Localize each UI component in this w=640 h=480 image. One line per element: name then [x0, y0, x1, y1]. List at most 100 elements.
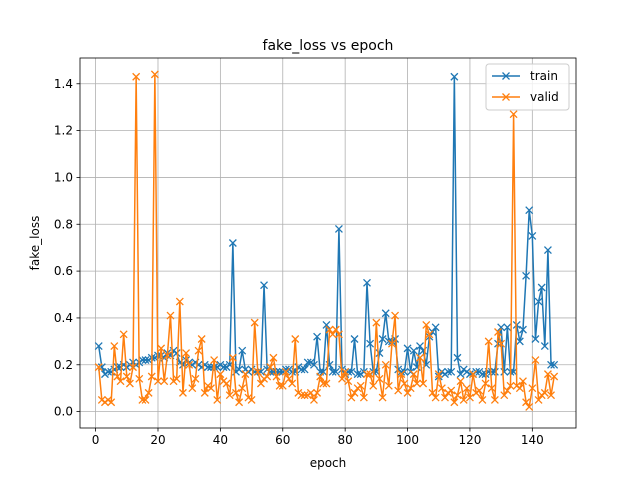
data-point [238, 346, 247, 355]
data-point [353, 370, 362, 379]
data-point [291, 335, 300, 343]
data-point [431, 393, 440, 402]
data-point [160, 377, 169, 386]
data-point [416, 342, 424, 350]
x-tick-label: 20 [150, 433, 165, 447]
data-point [110, 342, 119, 350]
data-point [422, 321, 431, 329]
data-point [341, 367, 350, 376]
data-point [519, 377, 527, 386]
data-point [228, 239, 237, 247]
data-point [531, 335, 540, 343]
data-point [459, 395, 468, 404]
x-tick-label: 100 [396, 433, 419, 447]
data-point [288, 379, 297, 388]
data-point [225, 391, 234, 400]
data-point [222, 379, 231, 388]
data-point [534, 395, 543, 404]
data-point [478, 395, 487, 404]
data-point [207, 384, 215, 393]
data-point [375, 349, 384, 358]
legend-entry-valid: valid [492, 90, 559, 104]
data-point [347, 393, 356, 402]
data-point [522, 398, 531, 407]
data-point [310, 360, 318, 369]
data-point [113, 363, 122, 372]
data-point [434, 370, 443, 379]
data-point [213, 395, 222, 404]
data-point [232, 388, 240, 397]
data-point [419, 379, 428, 388]
y-tick-label: 0.4 [54, 311, 73, 325]
data-point [528, 232, 537, 240]
data-point [409, 370, 418, 379]
data-point [263, 372, 272, 381]
x-tick-label: 60 [275, 433, 290, 447]
data-point [285, 374, 293, 383]
data-point [328, 367, 337, 376]
data-point [107, 398, 116, 407]
data-point [450, 398, 459, 407]
data-point [500, 367, 509, 376]
x-tick-label: 80 [338, 433, 353, 447]
legend-label: train [530, 69, 558, 83]
data-point [188, 384, 197, 393]
x-tick-label: 0 [92, 433, 100, 447]
data-point [431, 323, 440, 332]
data-point [119, 330, 128, 339]
data-point [138, 356, 147, 365]
data-point [441, 393, 449, 402]
data-point [409, 346, 418, 355]
data-point [384, 381, 393, 390]
data-point [94, 342, 103, 350]
data-point [506, 381, 515, 390]
data-point [550, 372, 559, 381]
data-point [132, 72, 141, 81]
data-point [250, 318, 259, 327]
data-point [275, 381, 284, 390]
data-point [450, 72, 459, 81]
data-point [369, 381, 378, 390]
data-point [300, 365, 309, 374]
data-point [256, 379, 265, 388]
data-point [537, 283, 546, 292]
data-point [129, 363, 137, 372]
data-point [447, 367, 456, 376]
data-point [334, 224, 343, 233]
data-point [166, 311, 175, 320]
data-point [281, 365, 290, 374]
data-point [253, 367, 262, 376]
data-point [487, 384, 496, 393]
y-axis-label: fake_loss [28, 216, 42, 271]
data-point [313, 388, 322, 397]
data-point [310, 395, 318, 404]
legend-marker [502, 93, 510, 101]
y-tick-label: 0.6 [54, 264, 73, 278]
data-point [456, 377, 465, 386]
data-point [322, 321, 331, 329]
data-point [313, 332, 322, 341]
series-layer [94, 70, 559, 411]
data-point [540, 388, 549, 397]
data-point [444, 367, 453, 376]
data-point [550, 360, 559, 369]
data-point [278, 381, 287, 390]
data-point [490, 367, 499, 376]
data-point [453, 353, 462, 362]
data-point [540, 342, 549, 350]
legend: train valid [485, 63, 570, 111]
data-point [437, 384, 446, 393]
data-point [394, 386, 403, 395]
data-point [534, 297, 543, 306]
x-tick-label: 120 [458, 433, 481, 447]
data-point [306, 388, 315, 397]
data-point [397, 370, 406, 379]
data-point [475, 386, 484, 395]
data-point [528, 384, 537, 393]
data-point [478, 370, 487, 379]
data-point [269, 353, 278, 362]
x-tick-label: 40 [213, 433, 228, 447]
data-point [275, 367, 284, 376]
data-point [509, 110, 518, 119]
data-point [403, 388, 412, 397]
